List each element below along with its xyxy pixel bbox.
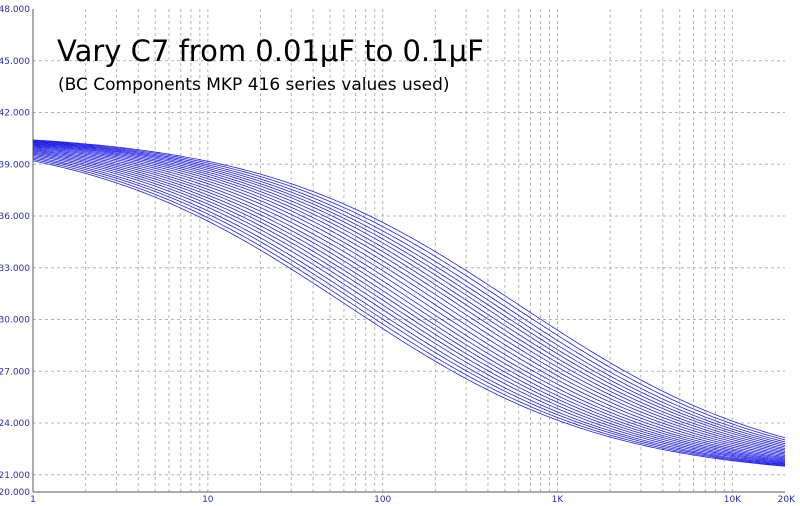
- y-tick-label: 30.000: [0, 316, 30, 326]
- response-curve: [32, 152, 786, 463]
- response-curve: [32, 160, 786, 467]
- x-tick-label: 10K: [724, 495, 742, 505]
- response-curve: [32, 141, 786, 445]
- response-curve: [32, 153, 786, 464]
- response-curve: [32, 146, 786, 456]
- response-curve: [32, 142, 786, 448]
- x-tick-label: 100: [374, 495, 391, 505]
- response-curve: [32, 159, 786, 467]
- x-tick-label: 1: [30, 495, 36, 505]
- plot-axes: [32, 9, 785, 493]
- response-curve: [32, 140, 786, 441]
- response-curve: [32, 139, 786, 439]
- response-curve: [32, 151, 786, 462]
- response-curve: [32, 144, 786, 454]
- y-tick-label: 33.000: [0, 264, 30, 274]
- response-curve: [32, 140, 786, 443]
- y-tick-label: 27.000: [0, 367, 30, 377]
- x-tick-label: 20K: [778, 495, 796, 505]
- x-tick-label: 10: [202, 495, 214, 505]
- y-tick-label: 42.000: [0, 109, 30, 119]
- response-curve: [32, 150, 786, 461]
- x-tick-label: 1K: [552, 495, 565, 505]
- tick-labels: 48.000 45.000 42.000 39.000 36.000 33.000 30.0…: [0, 5, 796, 505]
- response-curve: [32, 144, 786, 452]
- response-curve: [32, 157, 786, 466]
- y-tick-label: 39.000: [0, 160, 30, 170]
- response-curve: [32, 147, 786, 458]
- response-curve: [32, 149, 786, 460]
- chart-title: Vary C7 from 0.01μF to 0.1μF: [57, 34, 484, 68]
- response-curves: [32, 139, 786, 467]
- y-tick-label: 45.000: [0, 57, 30, 67]
- response-curve: [32, 141, 786, 446]
- y-tick-label: 21.000: [0, 471, 30, 481]
- response-curve: [32, 142, 786, 449]
- response-curve: [32, 156, 786, 465]
- y-tick-label: 36.000: [0, 212, 30, 222]
- y-tick-label: 24.000: [0, 419, 30, 429]
- response-curve: [32, 143, 786, 451]
- chart-subtitle: (BC Components MKP 416 series values use…: [58, 75, 450, 95]
- response-curve: [32, 148, 786, 459]
- response-curve: [32, 154, 786, 464]
- response-curve: [32, 145, 786, 455]
- y-tick-label: 48.000: [0, 5, 30, 15]
- y-tick-label: 20.000: [0, 488, 30, 498]
